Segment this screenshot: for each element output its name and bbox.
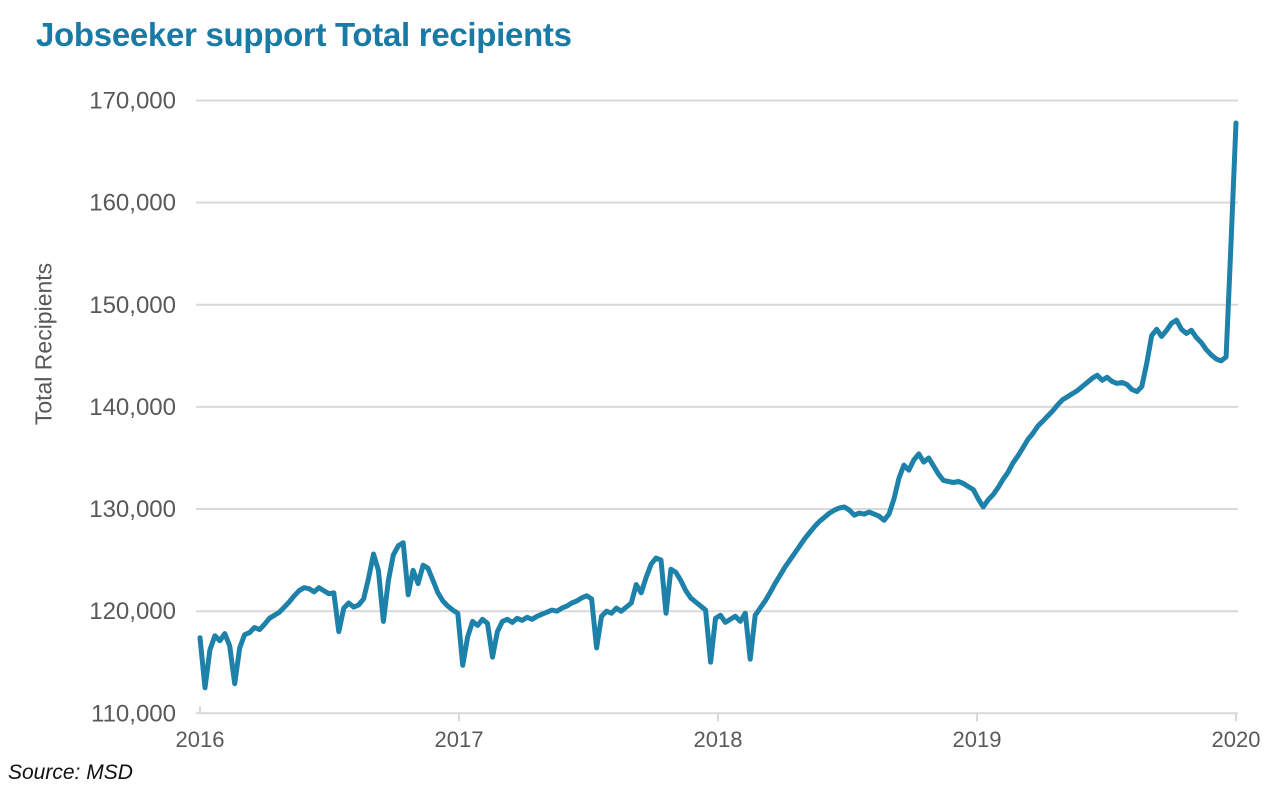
y-tick-label: 110,000: [91, 700, 176, 727]
x-tick-label: 2020: [1212, 727, 1261, 752]
series-line: [197, 120, 1239, 691]
y-tick-label: 150,000: [89, 292, 176, 319]
x-tick-label: 2018: [694, 727, 743, 752]
y-tick-label: 160,000: [89, 190, 176, 217]
y-tick-label: 170,000: [89, 88, 176, 115]
y-tick-label: 130,000: [89, 496, 176, 523]
source-note: Source: MSD: [8, 761, 133, 784]
y-tick-label: 120,000: [89, 598, 176, 625]
x-tick-label: 2017: [435, 727, 484, 752]
y-tick-label: 140,000: [89, 394, 176, 421]
x-tick-label: 2019: [953, 727, 1002, 752]
chart-title: Jobseeker support Total recipients: [36, 16, 572, 53]
x-tick-label: 2016: [176, 727, 225, 752]
